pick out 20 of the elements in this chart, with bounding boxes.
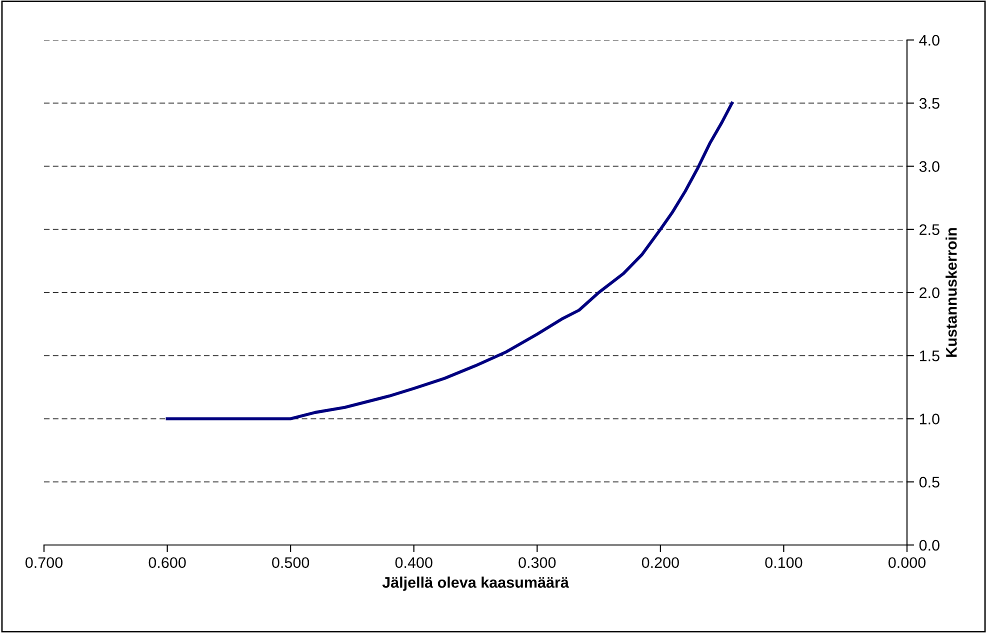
x-tick-label: 0.700 — [25, 557, 63, 568]
y-tick-label: 4.0 — [919, 34, 940, 46]
y-tick-label: 2.5 — [920, 224, 940, 236]
y-tick-label: 3.0 — [919, 161, 940, 172]
y-axis-title: Kustannuskerroin — [946, 228, 957, 357]
y-tick-label: 3.5 — [919, 98, 940, 109]
x-tick-label: 0.500 — [272, 557, 310, 568]
x-tick-label: 0.100 — [765, 557, 802, 568]
x-tick-label: 0.200 — [642, 557, 679, 568]
x-tick-label: 0.400 — [395, 557, 432, 568]
y-tick-label: 1.0 — [920, 414, 940, 424]
x-axis-title: Jäljellä oleva kaasumäärä — [382, 576, 569, 591]
y-tick-label: 1.5 — [920, 350, 940, 362]
line-series — [166, 102, 734, 420]
y-tick-label: 0.5 — [919, 476, 940, 488]
x-tick-label: 0.600 — [148, 557, 186, 568]
y-tick-label: 2.0 — [920, 287, 940, 298]
x-tick-label: 0.000 — [888, 557, 926, 568]
x-tick-label: 0.300 — [518, 557, 556, 568]
y-tick-label: 0.0 — [919, 540, 940, 551]
